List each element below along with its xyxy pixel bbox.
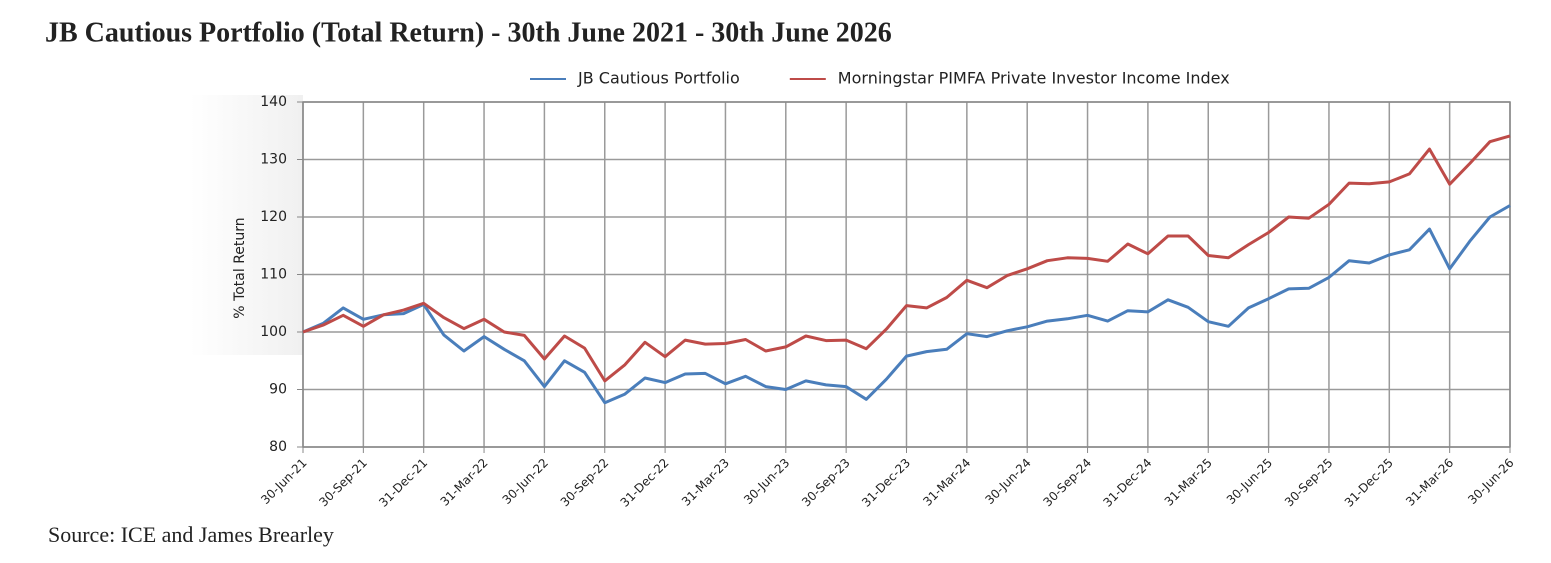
- background-shade: [190, 95, 303, 355]
- x-tick-label: 30-Jun-22: [500, 456, 551, 507]
- x-tick-label: 30-Sep-25: [1282, 456, 1336, 510]
- y-tick-label: 80: [269, 439, 287, 455]
- x-tick-label: 30-Jun-23: [741, 456, 792, 507]
- x-tick-label: 31-Dec-24: [1100, 456, 1154, 510]
- x-tick-label: 30-Jun-24: [982, 456, 1033, 507]
- y-axis-label: % Total Return: [232, 217, 248, 318]
- y-tick-label: 100: [260, 324, 287, 340]
- x-tick-label: 31-Dec-21: [376, 456, 430, 510]
- x-tick-label: 31-Dec-23: [859, 456, 913, 510]
- source-note: Source: ICE and James Brearley: [48, 522, 334, 547]
- x-tick-label: 30-Sep-21: [316, 456, 370, 510]
- x-tick-label: 30-Sep-24: [1041, 456, 1095, 510]
- y-tick-label: 140: [260, 94, 287, 110]
- x-tick-label: 30-Jun-26: [1465, 456, 1516, 507]
- y-tick-label: 130: [260, 152, 287, 168]
- x-tick-label: 31-Mar-26: [1403, 456, 1456, 509]
- x-tick-label: 30-Sep-22: [558, 456, 612, 510]
- plot-border: [302, 101, 1511, 448]
- series-line: [302, 204, 1511, 405]
- x-tick-label: 30-Jun-21: [258, 456, 309, 507]
- x-tick-label: 30-Jun-25: [1224, 456, 1275, 507]
- y-tick-label: 110: [260, 267, 287, 283]
- x-tick-label: 31-Dec-22: [618, 456, 672, 510]
- series-line: [302, 134, 1511, 383]
- y-tick-label: 90: [269, 382, 287, 398]
- legend-label: Morningstar PIMFA Private Investor Incom…: [838, 69, 1230, 88]
- x-tick-label: 31-Mar-25: [1162, 456, 1215, 509]
- x-tick-label: 31-Mar-22: [438, 456, 491, 509]
- chart-title: JB Cautious Portfolio (Total Return) - 3…: [45, 17, 892, 48]
- x-tick-label: 30-Sep-23: [799, 456, 853, 510]
- x-tick-label: 31-Dec-25: [1342, 456, 1396, 510]
- x-tick-label: 31-Mar-23: [679, 456, 732, 509]
- y-tick-label: 120: [260, 209, 287, 225]
- x-tick-label: 31-Mar-24: [920, 456, 973, 509]
- legend-label: JB Cautious Portfolio: [577, 69, 740, 88]
